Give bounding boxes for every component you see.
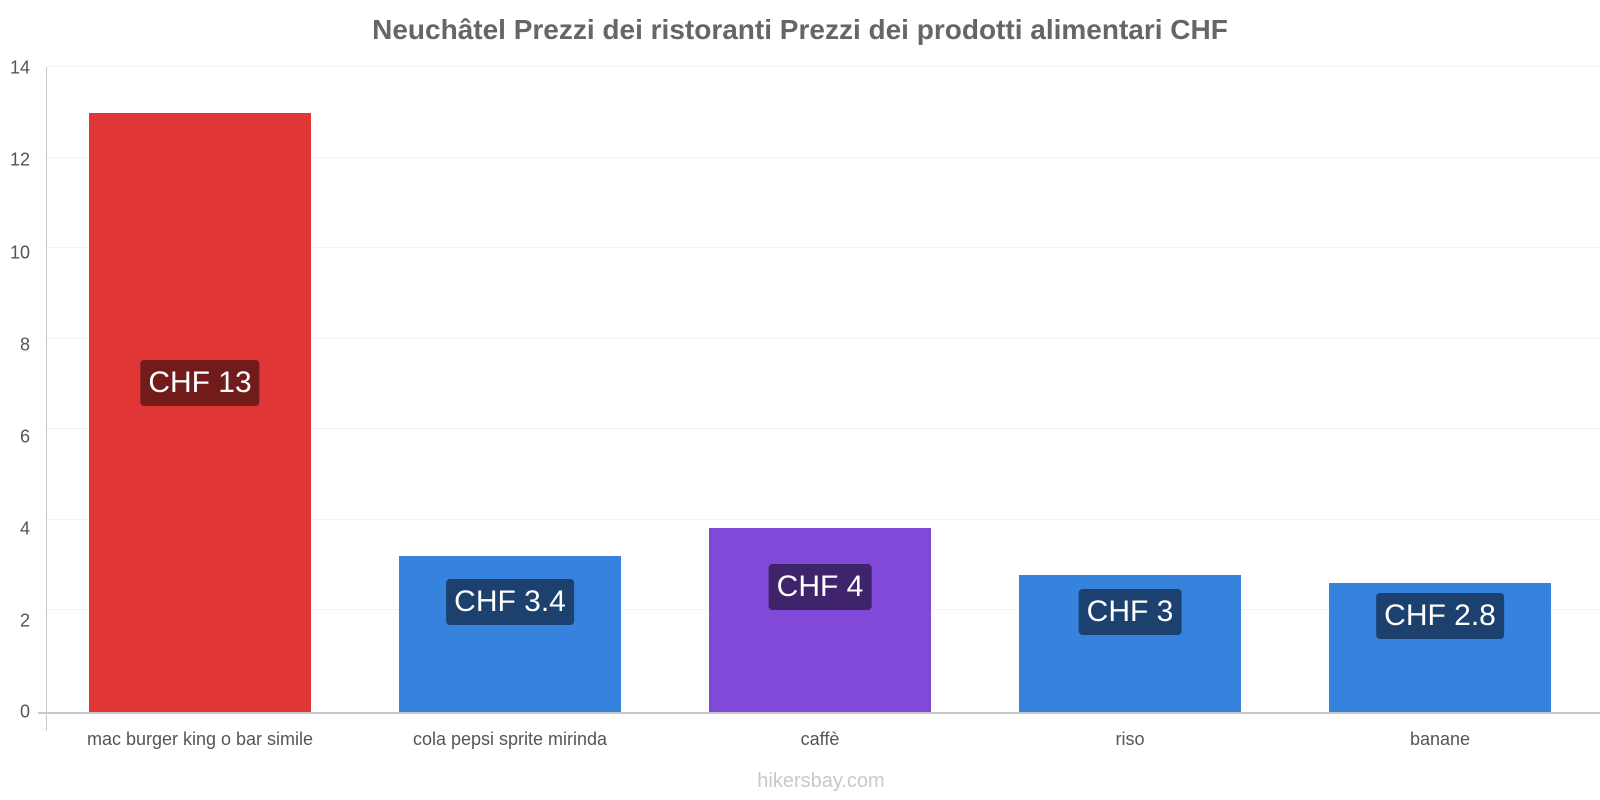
y-axis-line bbox=[46, 67, 47, 731]
x-tick-label: caffè bbox=[800, 729, 840, 749]
bar-riso[interactable]: CHF 3 bbox=[1019, 575, 1241, 713]
bar-banane[interactable]: CHF 2.8 bbox=[1329, 583, 1551, 713]
x-axis-line bbox=[38, 712, 1600, 714]
bar-cola[interactable]: CHF 3.4 bbox=[399, 556, 621, 713]
y-tick-label: 12 bbox=[9, 149, 30, 170]
gridline-12 bbox=[47, 157, 1600, 158]
x-tick-label: cola pepsi sprite mirinda bbox=[412, 729, 608, 749]
y-tick-label: 10 bbox=[9, 242, 30, 263]
bar-value-label: CHF 13 bbox=[140, 360, 260, 406]
x-tick-label: riso bbox=[1115, 729, 1145, 749]
bar-mac-burger[interactable]: CHF 13 bbox=[89, 113, 311, 713]
gridline-10 bbox=[47, 247, 1600, 248]
bar-value-label: CHF 4 bbox=[768, 564, 872, 611]
y-tick-label: 0 bbox=[19, 701, 30, 722]
gridline-8 bbox=[47, 338, 1600, 339]
bar-value-label: CHF 3.4 bbox=[446, 578, 574, 625]
x-tick-label: banane bbox=[1409, 729, 1471, 749]
gridline-6 bbox=[47, 428, 1600, 429]
bar-caffe[interactable]: CHF 4 bbox=[709, 528, 931, 713]
y-tick-label: 6 bbox=[19, 426, 30, 447]
watermark: hikersbay.com bbox=[757, 770, 885, 792]
y-tick-label: 4 bbox=[19, 518, 30, 539]
bar-value-label: CHF 2.8 bbox=[1376, 592, 1504, 639]
y-tick-label: 2 bbox=[19, 610, 30, 631]
bar-value-label: CHF 3 bbox=[1078, 589, 1182, 636]
chart-title: Neuchâtel Prezzi dei ristoranti Prezzi d… bbox=[372, 14, 1228, 45]
y-tick-label: 8 bbox=[19, 334, 30, 355]
y-tick-label: 14 bbox=[9, 57, 30, 78]
gridline-14 bbox=[47, 66, 1600, 67]
gridline-4 bbox=[47, 519, 1600, 520]
x-tick-label: mac burger king o bar simile bbox=[86, 729, 314, 749]
